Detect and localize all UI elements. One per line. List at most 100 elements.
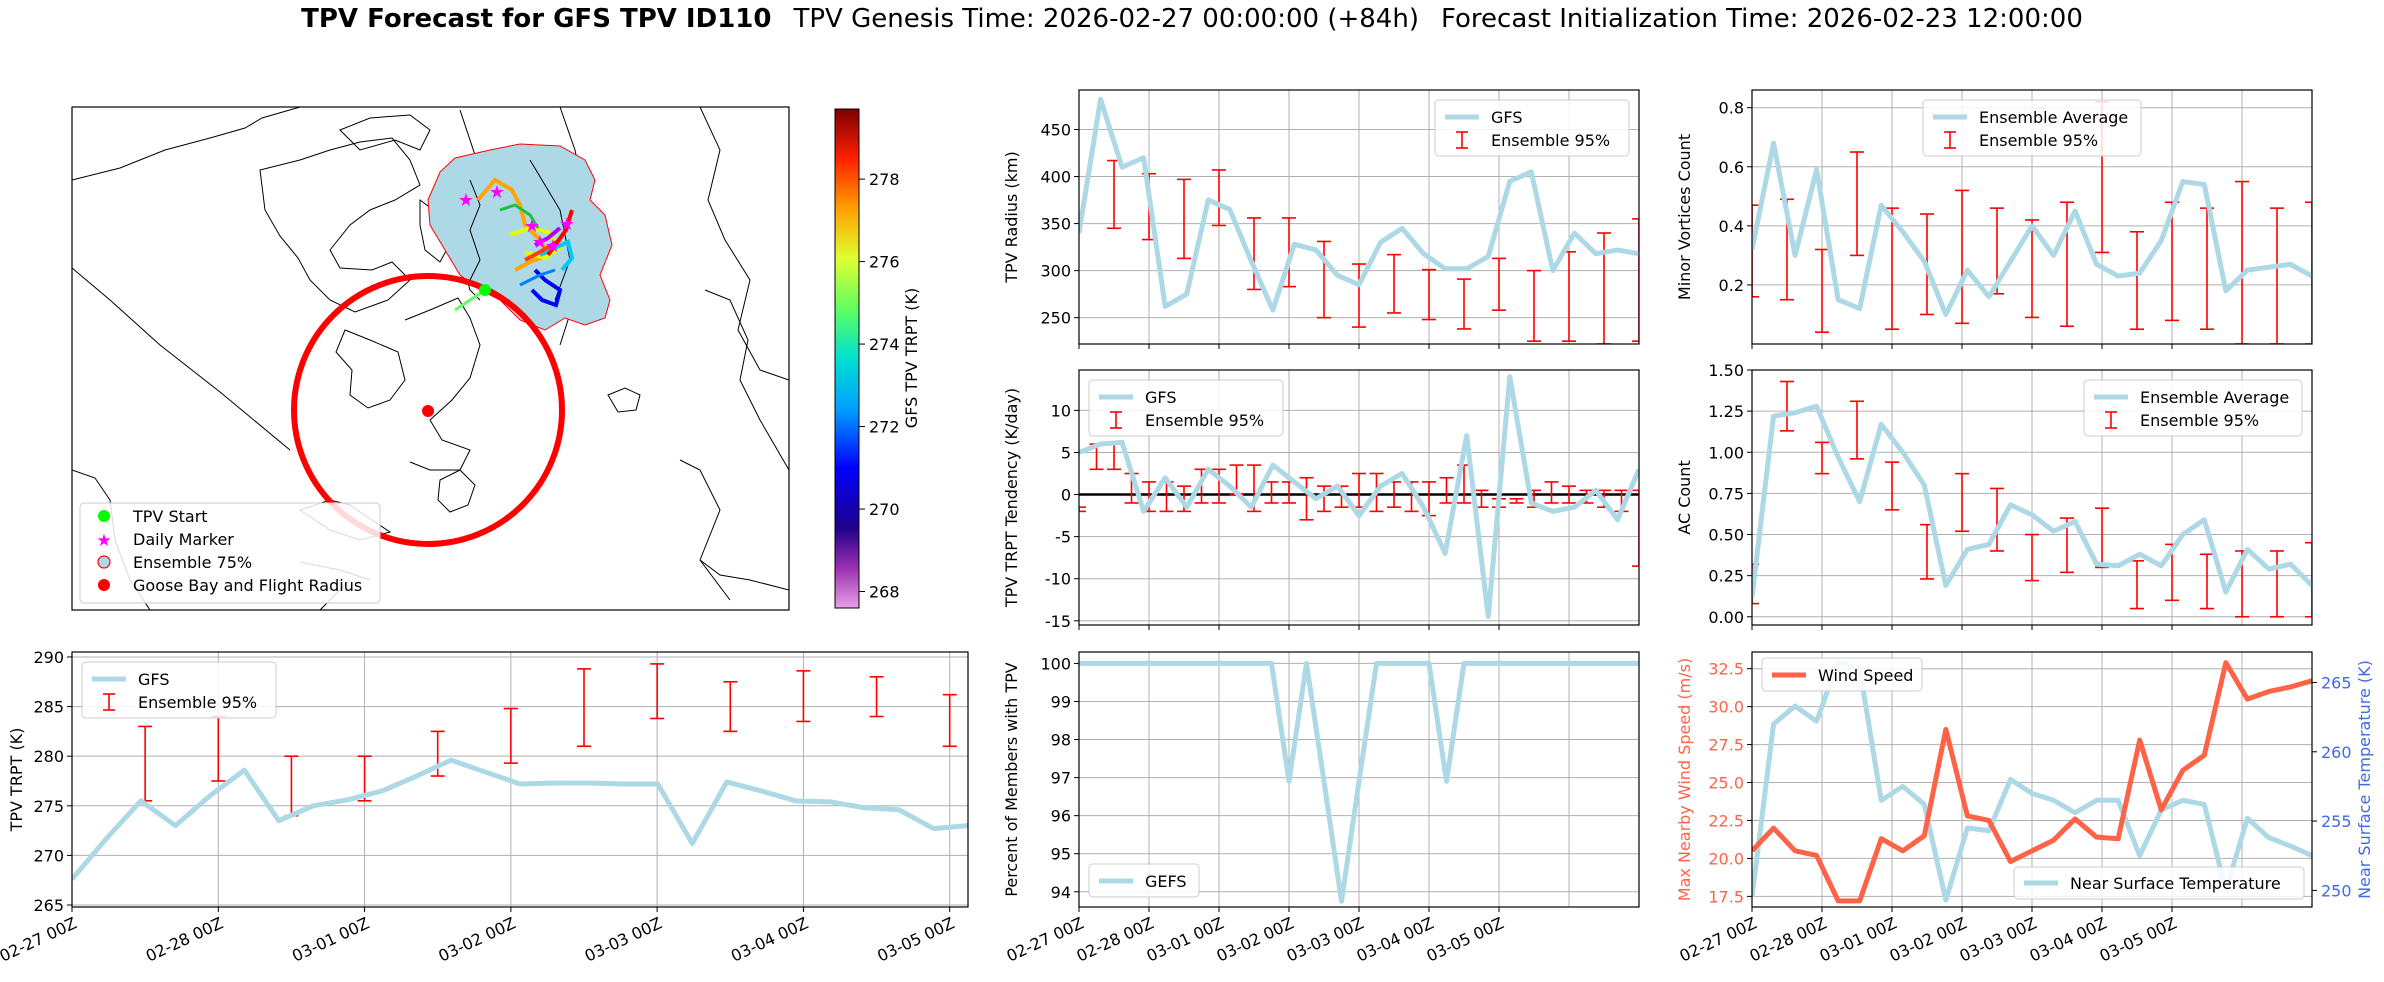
- y-tick-label: 285: [33, 698, 64, 717]
- x-tick-label: 03-04 00Z: [2027, 913, 2110, 965]
- y-tick-label: 32.5: [1708, 660, 1744, 679]
- tpv-track-member-2: [509, 225, 563, 261]
- x-tick-label: 02-28 00Z: [1747, 913, 1830, 965]
- y2-tick-label: 260: [2321, 743, 2352, 762]
- figure-title: TPV Forecast for GFS TPV ID110 TPV Genesi…: [0, 4, 2384, 34]
- tpv-track-member-9: [519, 268, 556, 287]
- series-line-wind-speed: [1752, 660, 2312, 904]
- plot-area: [1752, 101, 2312, 344]
- y-tick-label: 0.4: [1719, 217, 1744, 236]
- y-tick-label: -10: [1045, 570, 1071, 589]
- legend-label: Ensemble 95%: [2140, 411, 2259, 430]
- y2-tick-label: 265: [2321, 673, 2352, 692]
- daily-marker-star-2: ★: [489, 182, 505, 203]
- y-tick-label: 300: [1040, 262, 1071, 281]
- series-line-ensemble-average: [1752, 140, 2312, 317]
- x-tick-label: 03-03 00Z: [1957, 913, 2040, 965]
- legend-daily-marker-label: Daily Marker: [133, 530, 234, 549]
- tpv-track-member-1: [476, 177, 551, 272]
- legend-goose-bay-icon: [98, 579, 110, 591]
- legend-percent: GEFS: [1088, 863, 1200, 898]
- y-tick-label: 10: [1051, 401, 1071, 420]
- y-tick-label: 30.0: [1708, 698, 1744, 717]
- coastline-europe: [699, 559, 789, 591]
- chart-minor: 0.2 0.4 0.6 0.8 Minor Vortices Count Ensemble…: [1675, 89, 2313, 349]
- legend-box: [1088, 379, 1284, 437]
- legend-temperature: Near Surface Temperature: [2013, 866, 2305, 900]
- x-tick-label: 02-27 00Z: [0, 913, 80, 965]
- chart-radius: 250 300 350 400 450 TPV Radius (km) GFS Ensembl…: [1002, 89, 1640, 349]
- y-tick-label: 98: [1051, 731, 1071, 750]
- legend-box: [1088, 863, 1200, 898]
- border-us-canada-west: [72, 267, 291, 451]
- map-panel: ★ ★ ★ ★ ★ ★ TPV Start ★ Daily Marker Ens…: [71, 106, 921, 611]
- legend-label: Near Surface Temperature: [2070, 874, 2281, 893]
- y2-tick-label: 250: [2321, 881, 2352, 900]
- y-axis-label: Max Nearby Wind Speed (m/s): [1675, 658, 1694, 901]
- tpv-start-marker: [479, 284, 491, 296]
- y-tick-label: 97: [1051, 769, 1071, 788]
- coastline-hudson-bay: [335, 329, 406, 409]
- series-line-gefs: [1079, 660, 1639, 904]
- series-line-gfs: [1079, 374, 1639, 620]
- y-tick-label: 0.75: [1708, 484, 1744, 503]
- x-tick-label: 02-28 00Z: [143, 913, 226, 965]
- y-tick-label: 25.0: [1708, 774, 1744, 793]
- series-line-gfs: [1079, 96, 1639, 313]
- y-tick-label: 22.5: [1708, 811, 1744, 830]
- coastline-iceland: [607, 387, 641, 413]
- tpv-track-member-5: [524, 238, 562, 262]
- legend-ensemble75-label: Ensemble 75%: [133, 553, 252, 572]
- series-line-ensemble-average: [1752, 403, 2312, 598]
- map-colorbar: 268 270 272 274 276 278 GFS TPV TRPT (K): [834, 108, 921, 609]
- chart-ac: 0.00 0.25 0.50 0.75 1.00 1.25 1.50 AC Count Ense…: [1675, 361, 2313, 630]
- x-tick-label: 03-05 00Z: [2097, 913, 2180, 965]
- x-tick-label: 02-27 00Z: [1677, 913, 1760, 965]
- legend-label: Ensemble 95%: [1979, 131, 2098, 150]
- daily-marker-star-6: ★: [545, 236, 561, 257]
- legend-label: GFS: [1145, 388, 1176, 407]
- daily-marker-star-5: ★: [559, 214, 575, 235]
- greenland-coast-overlay: [469, 159, 571, 301]
- colorbar-tick-label: 272: [869, 418, 900, 437]
- plot-area: [1079, 96, 1639, 344]
- title-genesis-time: TPV Genesis Time: 2026-02-27 00:00:00 (+…: [793, 4, 1419, 34]
- y-tick-label: 265: [33, 896, 64, 915]
- colorbar-ticks: 268 270 272 274 276 278: [859, 170, 900, 602]
- y-tick-label: 27.5: [1708, 736, 1744, 755]
- y-tick-label: 1.50: [1708, 361, 1744, 380]
- chart-wind: 17.5 20.0 22.5 25.0 27.5 30.0 32.5 Max Nearby W…: [1675, 651, 2374, 966]
- legend-goose-bay-label: Goose Bay and Flight Radius: [133, 576, 362, 595]
- y-tick-label: 350: [1040, 215, 1071, 234]
- x-tick-label: 03-03 00Z: [1284, 913, 1367, 965]
- legend-tpv-start-icon: [98, 510, 110, 522]
- x-tick-label: 03-01 00Z: [1817, 913, 1900, 965]
- legend-box: [1761, 657, 1923, 692]
- legend-ac: Ensemble Average Ensemble 95%: [2083, 379, 2303, 437]
- x-tick-label: 03-04 00Z: [728, 913, 811, 965]
- tpv-track-member-8: [499, 203, 540, 229]
- x-tick-label: 02-27 00Z: [1004, 913, 1087, 965]
- x-tick-label: 03-01 00Z: [289, 913, 372, 965]
- series-line-gfs: [72, 757, 968, 881]
- map-legend: TPV Start ★ Daily Marker Ensemble 75% Go…: [79, 502, 381, 604]
- y-tick-label: -15: [1045, 612, 1071, 631]
- legend-label: Ensemble Average: [1979, 108, 2128, 127]
- coastline-alaska: [72, 107, 301, 181]
- legend-tendency: GFS Ensemble 95%: [1088, 379, 1284, 437]
- goose-bay-flight-radius: [291, 273, 565, 547]
- legend-box: [81, 661, 277, 719]
- y-axis-label: Percent of Members with TPV: [1002, 662, 1021, 896]
- legend-minor: Ensemble Average Ensemble 95%: [1922, 99, 2142, 157]
- daily-marker-star-3: ★: [524, 216, 540, 237]
- daily-marker-star-4: ★: [532, 232, 548, 253]
- legend-label: GFS: [138, 670, 169, 689]
- ensemble-95-errorbars: [1752, 380, 2312, 618]
- y-axis-label: AC Count: [1675, 460, 1694, 534]
- tpv-track-gfs: [454, 288, 486, 312]
- colorbar-tick-label: 270: [869, 500, 900, 519]
- x-tick-label: 03-03 00Z: [582, 913, 665, 965]
- y-tick-label: 100: [1040, 654, 1071, 673]
- y-tick-label: 94: [1051, 883, 1071, 902]
